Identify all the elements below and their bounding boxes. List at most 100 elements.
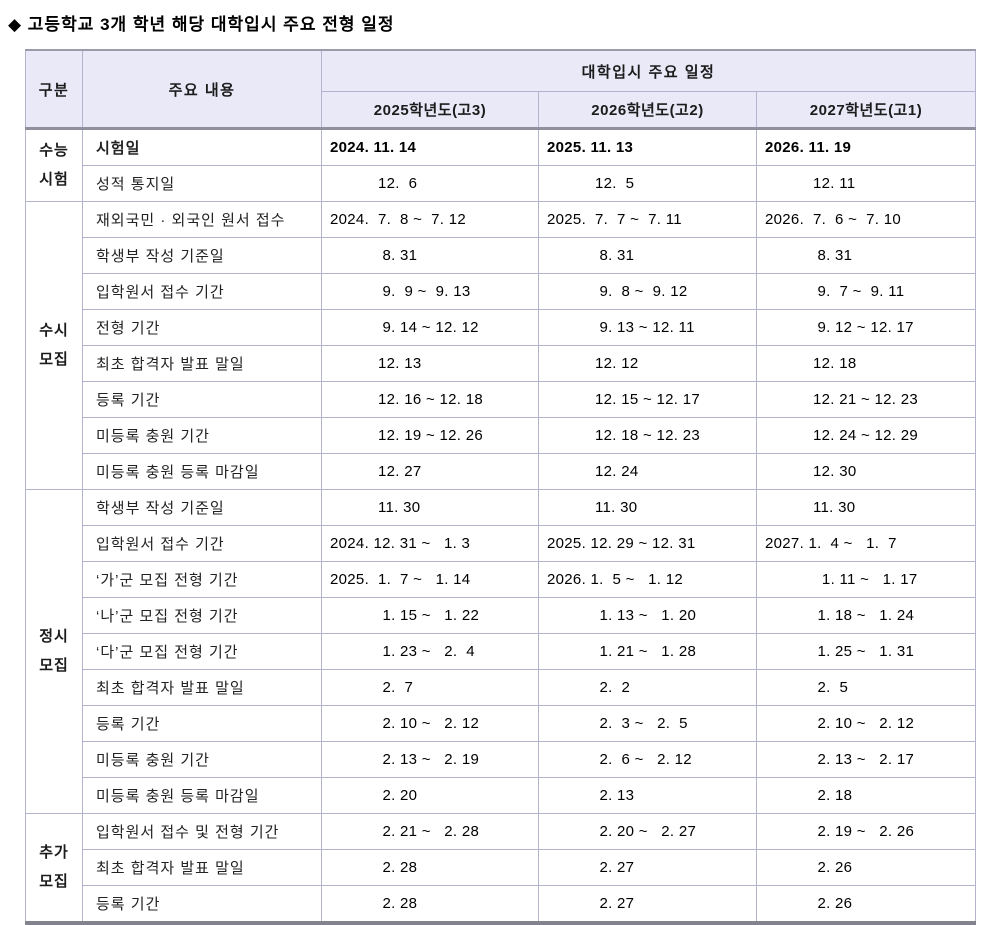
value-cell: 2. 13 ~ 2. 19 [321,741,539,778]
group-label: 수시 모집 [25,201,83,490]
row-label: 최초 합격자 발표 말일 [82,345,322,382]
value-cell: 2026. 11. 19 [755,128,977,166]
row-label: ‘나’군 모집 전형 기간 [82,597,322,634]
value-cell: 12. 5 [538,165,757,202]
value-cell: 12. 27 [321,453,539,490]
value-cell: 2026. 7. 6 ~ 7. 10 [755,201,977,238]
group-label: 수능 시험 [25,128,83,202]
table-row: 추가 모집 입학원서 접수 및 전형 기간 2. 21 ~ 2. 28 2. 20 … [25,813,977,924]
value-cell: 12. 13 [321,345,539,382]
row-label: 시험일 [82,128,322,166]
table-row: 수시 모집 재외국민 · 외국인 원서 접수 2024. 7. 8 ~ 7. 12 20… [25,201,977,490]
value-cell: 2. 18 [755,777,977,814]
value-cell: 2024. 12. 31 ~ 1. 3 [321,525,539,562]
header-category: 구분 [25,49,83,130]
value-cell: 2. 7 [321,669,539,706]
value-cell: 12. 24 [538,453,757,490]
value-cell: 9. 8 ~ 9. 12 [538,273,757,310]
header-schedule-group: 대학입시 주요 일정 [320,49,977,92]
table-row: 전형 기간 9. 14 ~ 12. 12 9. 13 ~ 12. 11 9. 1… [26,309,977,346]
row-label: 입학원서 접수 기간 [82,525,322,562]
value-cell: 2. 28 [321,849,539,886]
value-cell: 8. 31 [321,237,539,274]
value-cell: 2025. 11. 13 [538,128,757,166]
row-label: 전형 기간 [82,309,322,346]
value-cell: 12. 12 [538,345,757,382]
value-cell: 12. 19 ~ 12. 26 [321,417,539,454]
value-cell: 2. 19 ~ 2. 26 [755,813,977,850]
row-label: ‘다’군 모집 전형 기간 [82,633,322,670]
value-cell: 1. 23 ~ 2. 4 [321,633,539,670]
value-cell: 9. 12 ~ 12. 17 [755,309,977,346]
table-row: ‘다’군 모집 전형 기간 1. 23 ~ 2. 4 1. 21 ~ 1. 28… [26,633,977,670]
value-cell: 12. 30 [755,453,977,490]
row-label: 최초 합격자 발표 말일 [82,669,322,706]
row-label: 미등록 충원 등록 마감일 [82,453,322,490]
value-cell: 2. 20 ~ 2. 27 [538,813,757,850]
table-body: 수능 시험 시험일 2024. 11. 14 2025. 11. 13 2026. 11.… [25,128,977,924]
value-cell: 9. 9 ~ 9. 13 [321,273,539,310]
value-cell: 2. 27 [538,885,757,924]
value-cell: 12. 18 ~ 12. 23 [538,417,757,454]
table-header: 구분 주요 내용 대학입시 주요 일정 2025학년도(고3) 2026학년도(… [25,49,977,130]
value-cell: 9. 14 ~ 12. 12 [321,309,539,346]
row-label: 등록 기간 [82,705,322,742]
table-row: 등록 기간 2. 10 ~ 2. 12 2. 3 ~ 2. 5 2. 10 ~ … [26,705,977,742]
row-label: 입학원서 접수 및 전형 기간 [82,813,322,850]
value-cell: 2. 2 [538,669,757,706]
row-label: 등록 기간 [82,381,322,418]
value-cell: 2. 10 ~ 2. 12 [321,705,539,742]
value-cell: 2024. 7. 8 ~ 7. 12 [321,201,539,238]
value-cell: 12. 18 [755,345,977,382]
table-row: 입학원서 접수 기간 2024. 12. 31 ~ 1. 3 2025. 12. 2… [26,525,977,562]
value-cell: 2025. 12. 29 ~ 12. 31 [538,525,757,562]
table-row: 정시 모집 학생부 작성 기준일 11. 30 11. 30 11. 30 [25,489,977,814]
header-year-2027: 2027학년도(고1) [755,91,977,130]
table-row: ‘가’군 모집 전형 기간 2025. 1. 7 ~ 1. 14 2026. 1. … [26,561,977,598]
row-label: 최초 합격자 발표 말일 [82,849,322,886]
table-row: 최초 합격자 발표 말일 2. 28 2. 27 2. 26 [26,849,977,886]
row-label: 성적 통지일 [82,165,322,202]
value-cell: 2. 10 ~ 2. 12 [755,705,977,742]
value-cell: 1. 21 ~ 1. 28 [538,633,757,670]
value-cell: 2. 13 [538,777,757,814]
row-label: 등록 기간 [82,885,322,924]
header-main-content: 주요 내용 [82,49,322,130]
value-cell: 12. 24 ~ 12. 29 [755,417,977,454]
value-cell: 2. 3 ~ 2. 5 [538,705,757,742]
value-cell: 11. 30 [755,489,977,526]
value-cell: 1. 15 ~ 1. 22 [321,597,539,634]
value-cell: 9. 13 ~ 12. 11 [538,309,757,346]
row-label: 미등록 충원 기간 [82,417,322,454]
header-year-2025: 2025학년도(고3) [321,91,539,130]
value-cell: 12. 16 ~ 12. 18 [321,381,539,418]
value-cell: 2. 26 [755,849,977,886]
value-cell: 1. 11 ~ 1. 17 [755,561,977,598]
table-row: 입학원서 접수 기간 9. 9 ~ 9. 13 9. 8 ~ 9. 12 9. … [26,273,977,310]
admission-schedule-table: 구분 주요 내용 대학입시 주요 일정 2025학년도(고3) 2026학년도(… [25,49,977,925]
table-row: 최초 합격자 발표 말일 2. 7 2. 2 2. 5 [26,669,977,706]
value-cell: 12. 11 [755,165,977,202]
value-cell: 12. 6 [321,165,539,202]
value-cell: 1. 25 ~ 1. 31 [755,633,977,670]
table-row: ‘나’군 모집 전형 기간 1. 15 ~ 1. 22 1. 13 ~ 1. 2… [26,597,977,634]
table-row: 미등록 충원 기간 2. 13 ~ 2. 19 2. 6 ~ 2. 12 2. … [26,741,977,778]
table-row: 미등록 충원 등록 마감일 12. 27 12. 24 12. 30 [26,453,977,490]
value-cell: 1. 18 ~ 1. 24 [755,597,977,634]
value-cell: 2. 5 [755,669,977,706]
value-cell: 2026. 1. 5 ~ 1. 12 [538,561,757,598]
value-cell: 2027. 1. 4 ~ 1. 7 [755,525,977,562]
table-row: 학생부 작성 기준일 8. 31 8. 31 8. 31 [26,237,977,274]
value-cell: 2. 21 ~ 2. 28 [321,813,539,850]
page-title: ◆ 고등학교 3개 학년 해당 대학입시 주요 전형 일정 [8,15,395,34]
value-cell: 2025. 7. 7 ~ 7. 11 [538,201,757,238]
group-label: 정시 모집 [25,489,83,814]
group-label: 추가 모집 [25,813,83,924]
value-cell: 2. 13 ~ 2. 17 [755,741,977,778]
value-cell: 11. 30 [321,489,539,526]
table-row: 수능 시험 시험일 2024. 11. 14 2025. 11. 13 2026. 11.… [25,128,977,202]
row-label: 학생부 작성 기준일 [82,489,322,526]
value-cell: 8. 31 [755,237,977,274]
table-row: 성적 통지일 12. 6 12. 5 12. 11 [26,165,977,202]
